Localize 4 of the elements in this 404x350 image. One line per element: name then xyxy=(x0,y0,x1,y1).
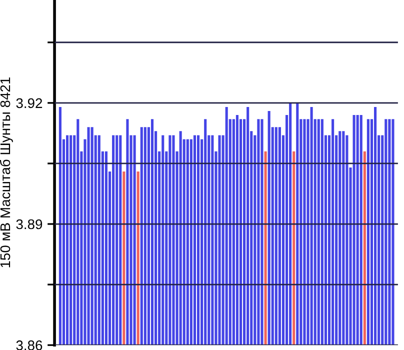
y-tick-label: 3.92 xyxy=(16,98,42,108)
y-tick-label: 3.89 xyxy=(16,219,42,230)
y-axis-title: 150 мВ Масштаб Шунты 8421 xyxy=(0,78,13,268)
y-tick-label: 3.86 xyxy=(16,340,42,350)
